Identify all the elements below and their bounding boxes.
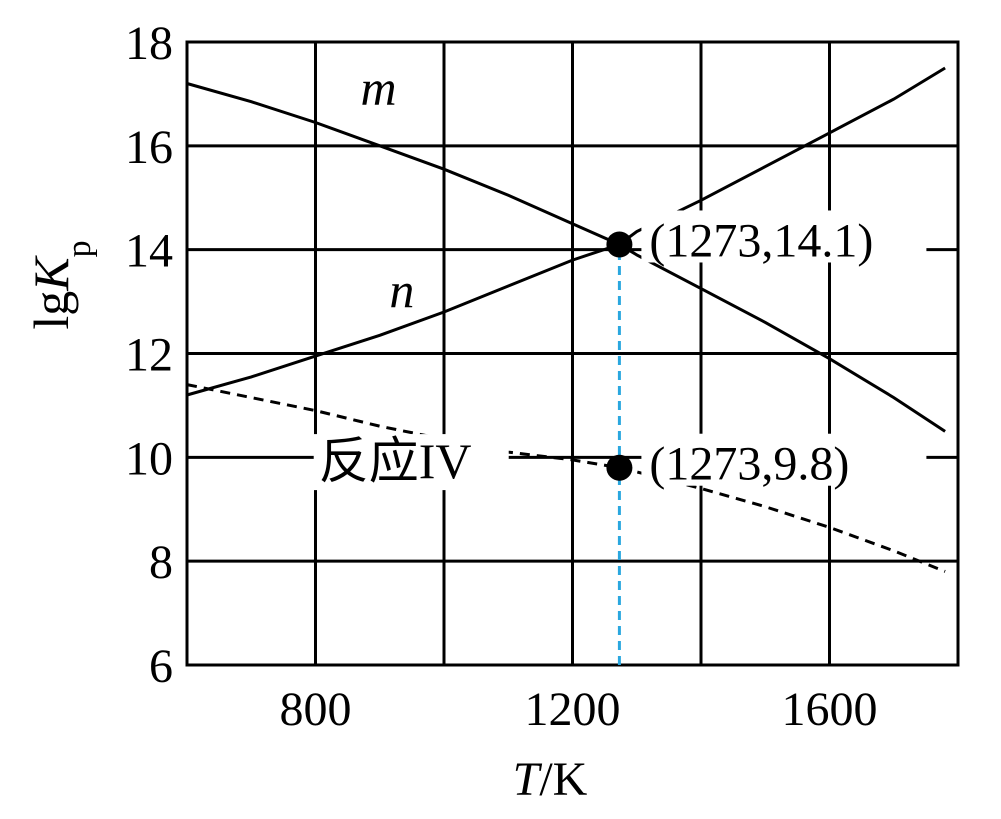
x-axis-label: T/K (513, 753, 588, 806)
x-tick-label: 1200 (525, 683, 621, 736)
curve-label: n (389, 262, 414, 318)
y-tick-label: 12 (125, 329, 173, 382)
grid (185, 40, 960, 667)
y-tick-label: 8 (149, 536, 173, 589)
series-group (186, 66, 946, 573)
point-label-background (641, 210, 927, 263)
curve-label: 反应IV (319, 433, 472, 489)
y-axis-label: lgKp (23, 240, 98, 329)
ticks-group: 6 8 10 12 14 16 18 800 1200 1600 (125, 17, 878, 736)
x-tick-label: 1600 (782, 683, 878, 736)
y-tick-label: 14 (125, 225, 173, 278)
labels-group: m n 反应IV (313, 59, 509, 491)
curve-label: m (360, 59, 396, 115)
x-axis-label-unit: /K (539, 753, 587, 806)
y-tick-label: 6 (149, 640, 173, 693)
x-tick-label: 800 (280, 683, 352, 736)
series-m-line (186, 82, 946, 433)
series-反应IV-line (186, 383, 946, 573)
y-axis-label-symbol: K (23, 255, 79, 292)
point-label-background (641, 433, 927, 486)
data-point (606, 454, 633, 481)
y-tick-label: 16 (125, 121, 173, 174)
y-tick-label: 10 (125, 432, 173, 485)
point-label: (1273,9.8) (649, 438, 849, 491)
points-group: (1273,14.1) (1273,9.8) (606, 210, 927, 491)
point-label: (1273,14.1) (649, 214, 873, 267)
curve-label-background (313, 434, 509, 491)
data-point (606, 231, 633, 258)
series-n-line (186, 66, 946, 397)
x-axis-label-italic: T (513, 753, 543, 806)
y-tick-label: 18 (125, 17, 173, 70)
y-axis-label-sub: p (61, 240, 98, 257)
